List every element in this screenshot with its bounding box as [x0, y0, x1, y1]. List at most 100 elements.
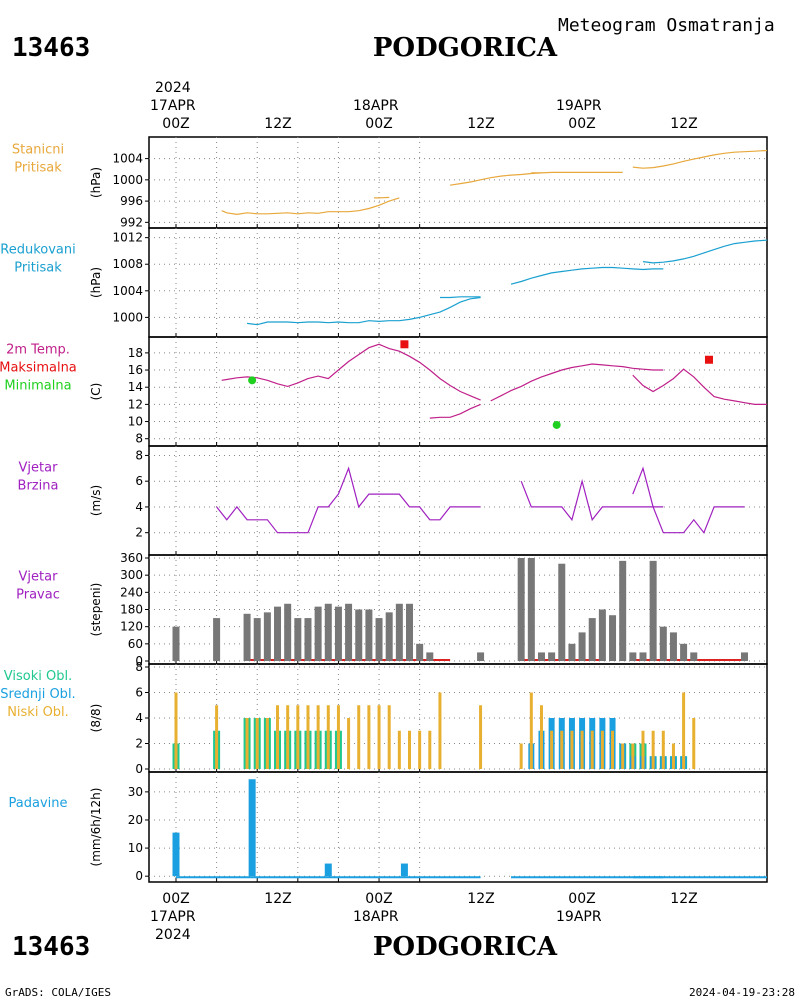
wind-direction-bar [659, 626, 667, 661]
wind-direction-ytick-label: 60 [128, 637, 143, 651]
wind-direction-bar [345, 603, 353, 661]
temperature-title-line: Minimalna [4, 379, 71, 394]
reduced-pressure-ytick-label: 1008 [112, 257, 143, 271]
tmax-point [704, 355, 713, 364]
low-cloud-bar [560, 730, 564, 769]
wind-direction-bar [477, 652, 485, 661]
temperature-series-line [632, 368, 767, 405]
precipitation-ytick-label: 0 [135, 869, 143, 883]
low-cloud-bar [428, 730, 432, 769]
wind-direction-bar [588, 618, 596, 661]
low-cloud-bar [539, 705, 543, 769]
precipitation-ytick-label: 10 [128, 841, 143, 855]
reduced-pressure-ytick-label: 1004 [112, 284, 143, 298]
wind-speed-ylabel: (m/s) [89, 485, 103, 516]
reduced-pressure-frame [148, 227, 768, 338]
cloud-cover-ylabel: (8/8) [89, 704, 103, 733]
low-cloud-bar [621, 743, 625, 769]
wind-direction-bar [527, 558, 535, 661]
top-hour-label-5: 00Z [568, 116, 595, 132]
wind-direction-bar [558, 563, 566, 661]
low-cloud-bar [367, 705, 371, 769]
wind-direction-bar [629, 652, 637, 661]
low-cloud-bar [661, 730, 665, 769]
low-cloud-bar [611, 730, 615, 769]
low-cloud-bar [407, 730, 411, 769]
low-cloud-bar [387, 705, 391, 769]
low-cloud-bar [255, 718, 259, 769]
precip-bar [172, 832, 180, 877]
reduced-pressure-series-line [440, 296, 481, 299]
cloud-cover-ytick-label: 4 [135, 711, 143, 725]
low-cloud-bar [347, 718, 351, 769]
temperature-ytick-label: 12 [128, 397, 143, 411]
wind-direction-bar [324, 603, 332, 661]
precip-bar [248, 779, 256, 877]
bottom-year-label: 2024 [155, 927, 191, 943]
reduced-pressure-panel: 1000 1004 1008 1012 (hPa) Redukovani Pritisak [0, 227, 768, 338]
temperature-title-line: Maksimalna [0, 361, 77, 376]
reduced-pressure-series-line [510, 266, 664, 285]
wind-direction-bar [314, 606, 322, 661]
wind-speed-panel: 2 4 6 8 (m/s) Vjetar Brzina [18, 445, 768, 556]
wind-direction-title-line: Pravac [16, 588, 60, 603]
bottom-hour-label-6: 12Z [670, 891, 697, 907]
cloud-cover-plot [172, 692, 696, 769]
wind-speed-series-line [632, 466, 745, 534]
cloud-cover-ytick-label: 8 [135, 660, 143, 674]
wind-speed-series-line [216, 466, 481, 534]
wind-speed-title-line: Brzina [18, 479, 59, 494]
temperature-series-line [429, 403, 481, 419]
wind-direction-bar [253, 618, 261, 661]
low-cloud-bar [519, 743, 523, 769]
low-cloud-bar [357, 705, 361, 769]
wind-direction-bar [405, 603, 413, 661]
low-cloud-bar [682, 692, 686, 769]
page-subtitle: Meteogram Osmatranja [558, 15, 775, 36]
reduced-pressure-series-line [642, 239, 767, 264]
footer-credit: GrADS: COLA/IGES [5, 986, 111, 999]
cloud-cover-ytick-label: 0 [135, 762, 143, 776]
station-pressure-ylabel: (hPa) [89, 167, 103, 198]
wind-direction-bar [243, 613, 251, 661]
station-pressure-plot [221, 149, 767, 216]
bottom-day-label-1: 17APR [150, 909, 196, 925]
low-cloud-bar [438, 692, 442, 769]
bottom-time-axis: 00Z 12Z 00Z 12Z 00Z 12Z 17APR 18APR 19AP… [150, 891, 698, 943]
precipitation-ytick-label: 20 [128, 813, 143, 827]
top-time-axis: 2024 17APR 18APR 19APR 00Z 12Z 00Z 12Z 0… [150, 80, 698, 132]
reduced-pressure-plot [247, 239, 767, 326]
bottom-hour-label-3: 00Z [365, 891, 392, 907]
temperature-title-line: 2m Temp. [6, 343, 70, 358]
low-cloud-bar [336, 705, 340, 769]
wind-direction-bar [782, 569, 789, 661]
precipitation-ytick-label: 30 [128, 785, 143, 799]
bottom-day-label-2: 18APR [353, 909, 399, 925]
temperature-ytick-label: 14 [128, 380, 143, 394]
wind-direction-bar [568, 643, 576, 661]
station-pressure-series-line [221, 197, 400, 216]
low-cloud-bar [692, 718, 696, 769]
station-pressure-ytick-label: 1004 [112, 152, 143, 166]
precip-bar [400, 863, 408, 877]
top-day-label-2: 18APR [353, 98, 399, 114]
wind-direction-bar [578, 632, 586, 661]
low-cloud-bar [600, 730, 604, 769]
temperature-series-line [221, 343, 481, 401]
wind-speed-ytick-label: 2 [135, 526, 143, 540]
low-cloud-bar [397, 730, 401, 769]
cloud-cover-title-line: Niski Obl. [7, 705, 69, 720]
station-name-top: PODGORICA [373, 33, 558, 63]
top-year-label: 2024 [155, 80, 191, 96]
station-id-bottom: 13463 [12, 932, 90, 962]
wind-speed-ytick-label: 4 [135, 500, 143, 514]
low-cloud-bar [479, 705, 483, 769]
top-hour-label-2: 12Z [264, 116, 291, 132]
cloud-cover-panel: 0 2 4 6 8 (8/8) Visoki Obl. Srednji Obl. Niski O… [0, 660, 768, 776]
top-hour-label-1: 00Z [162, 116, 189, 132]
wind-direction-bar [274, 606, 282, 661]
precip-bar [324, 863, 332, 877]
wind-direction-bar [690, 652, 698, 661]
wind-direction-bar [669, 632, 677, 661]
low-cloud-bar [377, 705, 381, 769]
